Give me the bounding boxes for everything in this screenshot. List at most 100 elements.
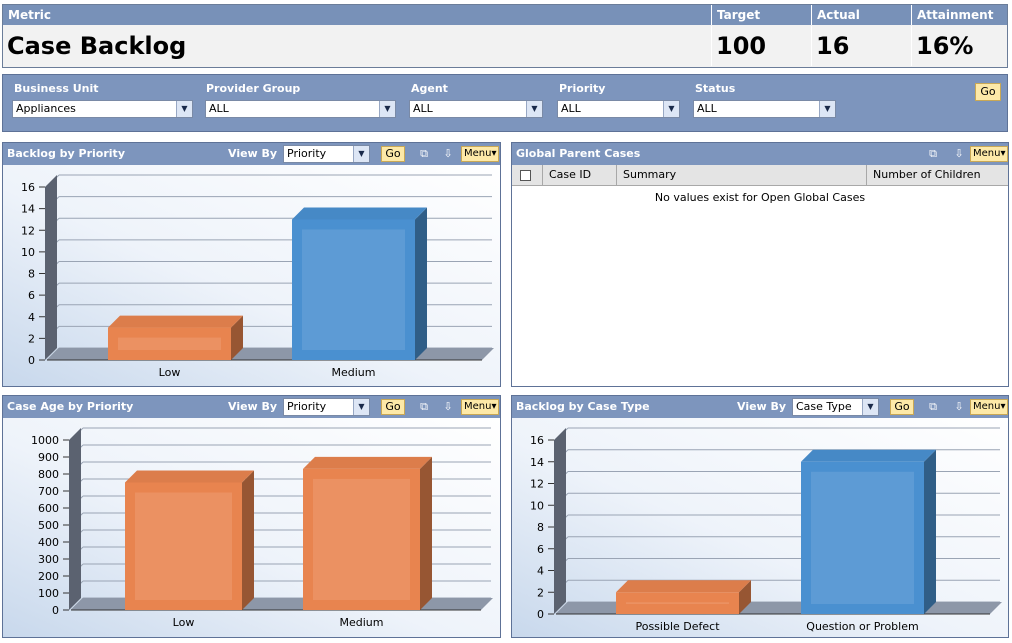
panel-menu-button[interactable]: Menu▾	[970, 146, 1008, 162]
provider-group-label: Provider Group	[206, 82, 301, 95]
y-tick-label: 600	[38, 502, 59, 515]
filter-bar: Business Unit Appliances ▼ Provider Grou…	[2, 74, 1008, 132]
x-tick-label: Low	[173, 616, 195, 629]
y-tick-label: 100	[38, 587, 59, 600]
chevron-down-icon[interactable]: ▼	[663, 101, 679, 117]
priority-select[interactable]: ALL ▼	[557, 100, 680, 118]
x-tick-label: Low	[159, 366, 181, 379]
bar-low[interactable]	[108, 315, 243, 360]
popout-icon[interactable]: ⧉	[420, 400, 428, 413]
view-by-go-button[interactable]: Go	[381, 399, 405, 415]
view-by-select[interactable]: Priority ▼	[283, 398, 370, 416]
view-by-select[interactable]: Priority ▼	[283, 145, 370, 163]
bar-question-or-problem[interactable]	[801, 449, 936, 614]
business-unit-value: Appliances	[16, 102, 76, 115]
backlog-by-case-type-chart: 0 2 4 6 8 10 12 14 16 Possible Defect Question or …	[512, 418, 1008, 637]
y-tick-label: 10	[530, 499, 544, 512]
status-select[interactable]: ALL ▼	[693, 100, 836, 118]
bar-top	[108, 315, 243, 328]
chevron-down-icon[interactable]: ▼	[379, 101, 395, 117]
metric-summary: Metric Target Actual Attainment Case Bac…	[2, 4, 1008, 68]
agent-select[interactable]: ALL ▼	[409, 100, 543, 118]
case-id-column-header[interactable]: Case ID	[543, 165, 617, 185]
select-all-checkbox[interactable]	[520, 170, 531, 181]
y-tick-label: 200	[38, 570, 59, 583]
chevron-down-icon[interactable]: ▼	[526, 101, 542, 117]
view-by-label: View By	[228, 147, 278, 160]
export-icon[interactable]: ⇩	[443, 400, 453, 413]
x-tick-label: Question or Problem	[806, 620, 918, 633]
panel-title: Global Parent Cases	[516, 147, 641, 160]
popout-icon[interactable]: ⧉	[929, 147, 937, 160]
table-header: Case ID Summary Number of Children	[512, 165, 1008, 186]
bar-highlight	[302, 229, 405, 350]
global-parent-cases-panel: Global Parent Cases ⧉ ⇩ Menu▾ Case ID Su…	[511, 142, 1009, 387]
panel-title-bar: Global Parent Cases ⧉ ⇩ Menu▾	[512, 143, 1008, 165]
chevron-down-icon[interactable]: ▼	[819, 101, 835, 117]
menu-label: Menu	[464, 148, 492, 159]
attainment-column-header: Attainment	[911, 5, 1008, 25]
export-icon[interactable]: ⇩	[954, 400, 964, 413]
panel-menu-button[interactable]: Menu▾	[970, 399, 1008, 415]
view-by-label: View By	[228, 400, 278, 413]
view-by-label: View By	[737, 400, 787, 413]
y-tick-label: 300	[38, 553, 59, 566]
panel-title: Backlog by Case Type	[516, 400, 650, 413]
y-tick-label: 12	[530, 478, 544, 491]
export-icon[interactable]: ⇩	[954, 147, 964, 160]
business-unit-label: Business Unit	[14, 82, 99, 95]
bar-possible-defect[interactable]	[616, 580, 751, 614]
y-tick-label: 14	[21, 203, 35, 216]
children-column-header[interactable]: Number of Children	[873, 168, 981, 181]
bar-top	[616, 580, 751, 593]
view-by-select[interactable]: Case Type ▼	[792, 398, 879, 416]
chevron-down-icon[interactable]: ▼	[353, 399, 369, 415]
y-tick-label: 2	[537, 586, 544, 599]
target-column-header: Target	[711, 5, 811, 25]
agent-label: Agent	[411, 82, 448, 95]
y-tick-label: 4	[28, 311, 35, 324]
panel-menu-button[interactable]: Menu▾	[461, 399, 499, 415]
bar-low[interactable]	[125, 470, 254, 611]
chevron-down-icon[interactable]: ▼	[862, 399, 878, 415]
chevron-down-icon[interactable]: ▼	[176, 101, 192, 117]
menu-label: Menu	[973, 148, 1001, 159]
bar-top	[303, 456, 432, 469]
chevron-down-icon[interactable]: ▼	[353, 146, 369, 162]
view-by-go-button[interactable]: Go	[381, 146, 405, 162]
bar-medium[interactable]	[303, 456, 432, 610]
y-tick-label: 8	[28, 268, 35, 281]
popout-icon[interactable]: ⧉	[929, 400, 937, 413]
view-by-value: Priority	[287, 147, 327, 160]
business-unit-select[interactable]: Appliances ▼	[12, 100, 193, 118]
y-tick-label: 0	[28, 354, 35, 367]
y-tick-label: 700	[38, 485, 59, 498]
y-tick-label: 10	[21, 246, 35, 259]
y-tick-label: 16	[21, 181, 35, 194]
y-tick-label: 2	[28, 332, 35, 345]
y-tick-label: 0	[52, 604, 59, 617]
export-icon[interactable]: ⇩	[443, 147, 453, 160]
case-age-by-priority-chart: 0 100 200 300 400 500 600 700 800 900 1000 Low Mediu…	[3, 418, 500, 637]
agent-value: ALL	[413, 102, 433, 115]
summary-column-header[interactable]: Summary	[617, 165, 867, 185]
status-value: ALL	[697, 102, 717, 115]
x-tick-label: Medium	[332, 366, 376, 379]
bar-side	[739, 580, 751, 614]
y-tick-label: 500	[38, 519, 59, 532]
bar-medium[interactable]	[292, 207, 427, 360]
provider-group-select[interactable]: ALL ▼	[205, 100, 396, 118]
panel-title: Case Age by Priority	[7, 400, 134, 413]
chart-left-wall	[554, 428, 566, 614]
case-age-by-priority-panel: Case Age by Priority View By Priority ▼ …	[2, 395, 501, 638]
menu-label: Menu	[464, 401, 492, 412]
filters-go-button[interactable]: Go	[975, 83, 1001, 101]
bar-top	[801, 449, 936, 462]
bar-side	[242, 470, 254, 610]
popout-icon[interactable]: ⧉	[420, 147, 428, 160]
panel-menu-button[interactable]: Menu▾	[461, 146, 499, 162]
view-by-go-button[interactable]: Go	[890, 399, 914, 415]
bar-highlight	[135, 492, 232, 600]
view-by-value: Priority	[287, 400, 327, 413]
provider-group-value: ALL	[209, 102, 229, 115]
